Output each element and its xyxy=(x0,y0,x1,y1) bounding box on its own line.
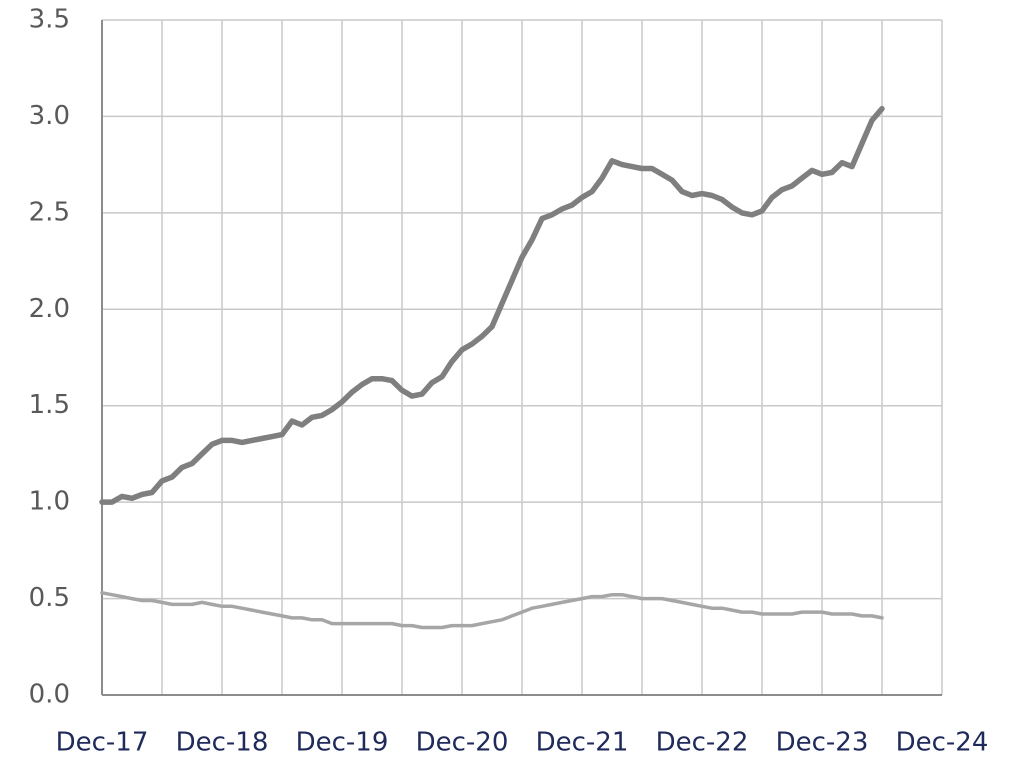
series-line xyxy=(100,591,884,630)
series-line xyxy=(99,105,885,505)
x-tick-label: Dec-17 xyxy=(56,728,149,758)
x-tick-label: Dec-20 xyxy=(416,728,509,758)
x-tick-label: Dec-24 xyxy=(896,728,989,758)
y-tick-label: 2.0 xyxy=(29,294,70,324)
y-tick-label: 0.5 xyxy=(29,583,70,613)
y-tick-label: 3.5 xyxy=(29,5,70,35)
y-tick-label: 0.0 xyxy=(29,680,70,710)
x-tick-label: Dec-21 xyxy=(536,728,629,758)
y-tick-label: 3.0 xyxy=(29,101,70,131)
y-tick-label: 2.5 xyxy=(29,197,70,227)
y-tick-label: 1.5 xyxy=(29,390,70,420)
y-tick-label: 1.0 xyxy=(29,487,70,517)
x-tick-label: Dec-22 xyxy=(656,728,749,758)
x-tick-label: Dec-18 xyxy=(176,728,269,758)
x-tick-label: Dec-23 xyxy=(776,728,869,758)
x-tick-label: Dec-19 xyxy=(296,728,389,758)
